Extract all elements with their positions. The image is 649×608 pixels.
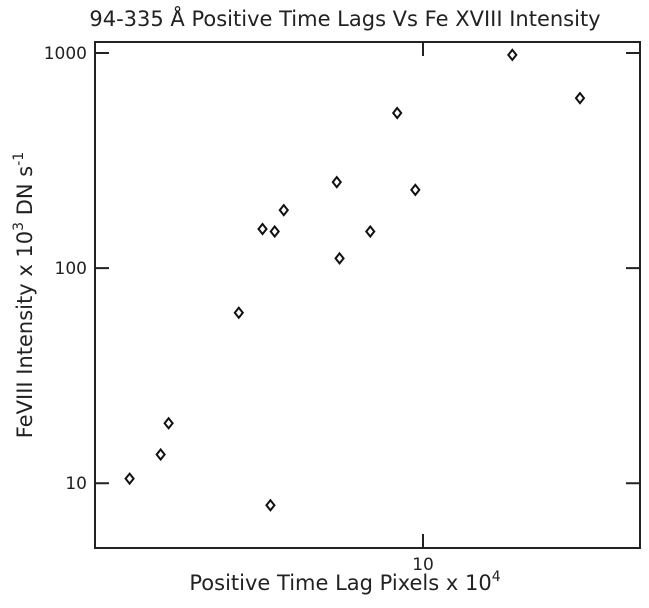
data-point [331,175,343,189]
data-point [124,472,135,486]
data-point [163,416,174,430]
data-point [155,447,166,462]
x-axis-label: Positive Time Lag Pixels x 104 [189,569,500,595]
data-point [391,106,403,120]
data-point [574,91,586,105]
y-label-unit: DN s [13,166,37,222]
x-label-exponent: 4 [492,569,501,585]
x-label-text: Positive Time Lag Pixels x 10 [189,571,491,595]
y-tick-label: 10 [65,474,87,494]
chart-title: 94-335 Å Positive Time Lags Vs Fe XVIII … [89,5,600,31]
plot-frame [94,41,641,549]
data-point [269,224,280,239]
y-label-text: FeVIII Intensity x 10 [13,231,37,438]
data-point [278,203,290,217]
data-point [410,183,421,197]
data-point [233,306,245,320]
y-label-unit-exponent: -1 [11,152,27,166]
y-axis-label: FeVIII Intensity x 103 DN s-1 [11,152,37,438]
data-point [364,224,376,239]
x-tick-label: 10 [412,555,434,575]
y-label-exponent: 3 [11,222,27,231]
y-tick-label: 100 [55,259,87,279]
data-point [265,498,276,512]
y-tick-label: 1000 [44,44,87,64]
data-point [334,251,345,265]
data-point [507,48,518,62]
data-point [257,222,268,236]
